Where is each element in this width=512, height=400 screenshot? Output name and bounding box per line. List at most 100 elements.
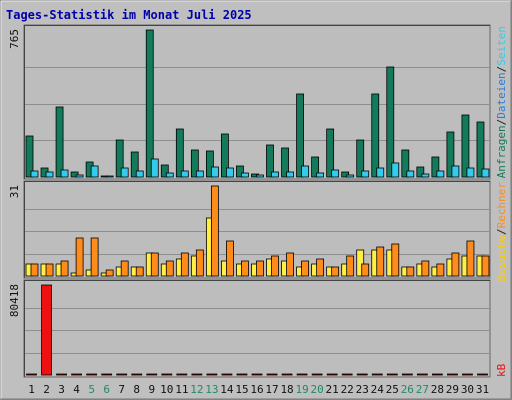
- legend-middle-item-0: Besuche: [495, 235, 508, 281]
- bar-top-anfragen-day-27: [416, 166, 425, 178]
- bar-top-dateien-day-14: [226, 167, 234, 178]
- bar-top-dateien-day-11: [180, 170, 189, 178]
- bar-bottom-kb-day-21: [326, 373, 338, 376]
- bar-middle-besuche-day-21: [331, 266, 340, 277]
- x-tick-label-1: 1: [28, 383, 35, 396]
- x-tick-label-12: 12: [190, 383, 203, 396]
- bar-bottom-kb-day-3: [56, 373, 67, 376]
- bar-top-anfragen-day-9: [145, 29, 154, 178]
- legend-bottom-item-0: kB: [495, 363, 508, 377]
- x-tick-label-2: 2: [43, 383, 50, 396]
- bar-top-anfragen-day-30: [461, 114, 470, 178]
- bar-middle-besuche-day-12: [195, 249, 204, 277]
- bar-top-anfragen-day-8: [130, 151, 139, 178]
- x-tick-label-25: 25: [386, 383, 399, 396]
- panel-bottom-ymax-label: 80418: [8, 284, 21, 317]
- bar-top-dateien-day-16: [256, 174, 264, 178]
- bar-top-anfragen-day-23: [356, 139, 365, 178]
- bar-top-anfragen-day-28: [431, 156, 440, 178]
- bar-bottom-kb-day-2: [41, 284, 52, 376]
- bar-top-anfragen-day-15: [236, 165, 244, 178]
- bar-top-dateien-day-4: [75, 174, 84, 178]
- bar-top-anfragen-day-13: [205, 150, 214, 178]
- bar-middle-besuche-day-28: [436, 263, 445, 277]
- x-tick-label-26: 26: [401, 383, 414, 396]
- x-tick-label-6: 6: [103, 383, 110, 396]
- bar-middle-besuche-day-1: [30, 263, 39, 277]
- x-tick-label-27: 27: [416, 383, 429, 396]
- x-tick-label-21: 21: [326, 383, 339, 396]
- bar-top-anfragen-day-31: [476, 121, 485, 178]
- panel-middle: 31: [8, 180, 491, 279]
- bar-middle-besuche-day-13: [210, 185, 219, 277]
- bar-top-dateien-day-20: [316, 172, 325, 178]
- bar-top-anfragen-day-26: [401, 149, 410, 178]
- bar-middle-besuche-day-6: [105, 269, 114, 277]
- bar-top-dateien-day-2: [45, 171, 54, 178]
- bar-bottom-kb-day-16: [251, 373, 263, 376]
- x-tick-label-8: 8: [133, 383, 140, 396]
- panel-middle-ymax-label: 31: [8, 185, 21, 198]
- x-tick-label-24: 24: [371, 383, 385, 396]
- bar-top-anfragen-day-3: [55, 106, 64, 178]
- bar-top-dateien-day-31: [481, 168, 490, 178]
- bar-top-dateien-day-28: [436, 170, 445, 178]
- bar-middle-besuche-day-4: [75, 237, 84, 277]
- bar-middle-besuche-day-30: [466, 240, 475, 277]
- bar-middle-besuche-day-18: [286, 252, 294, 277]
- bar-top-anfragen-day-4: [70, 171, 79, 178]
- bar-middle-besuche-day-9: [150, 252, 159, 277]
- bar-bottom-kb-day-20: [311, 373, 323, 376]
- bar-bottom-kb-day-15: [236, 373, 248, 376]
- bar-middle-besuche-day-2: [45, 263, 54, 277]
- bar-middle-besuche-day-16: [256, 260, 264, 277]
- bar-top-dateien-day-9: [150, 158, 159, 178]
- bar-middle-besuche-day-7: [120, 260, 129, 277]
- x-tick-label-5: 5: [88, 383, 95, 396]
- bar-middle-besuche-day-3: [60, 260, 69, 277]
- bar-top-anfragen-day-14: [221, 133, 229, 178]
- bar-bottom-kb-day-12: [191, 373, 203, 376]
- bar-bottom-kb-day-23: [356, 373, 368, 376]
- bar-middle-besuche-day-31: [481, 255, 490, 277]
- bar-top-anfragen-day-21: [326, 128, 335, 178]
- panel-bottom-plot-area: [23, 279, 491, 378]
- bar-top-dateien-day-5: [90, 165, 99, 178]
- x-tick-label-30: 30: [461, 383, 474, 396]
- x-tick-label-18: 18: [280, 383, 293, 396]
- x-tick-label-15: 15: [235, 383, 248, 396]
- panel-top: 765: [8, 24, 491, 180]
- x-tick-label-16: 16: [250, 383, 263, 396]
- x-tick-label-13: 13: [205, 383, 218, 396]
- bar-middle-besuche-day-15: [241, 260, 249, 277]
- bar-bottom-kb-day-26: [401, 373, 413, 376]
- bar-bottom-kb-day-29: [447, 373, 458, 376]
- bar-top-dateien-day-8: [135, 170, 144, 178]
- bar-middle-besuche-day-26: [406, 266, 415, 277]
- bar-top-dateien-day-29: [451, 165, 460, 178]
- bar-top-anfragen-day-19: [296, 93, 304, 178]
- bar-bottom-kb-day-8: [131, 373, 143, 376]
- bar-top-dateien-day-26: [406, 170, 415, 178]
- bar-top-dateien-day-24: [376, 167, 385, 178]
- legend-top-item-3: /: [495, 66, 508, 73]
- bar-middle-besuche-day-14: [226, 240, 234, 277]
- bar-bottom-kb-day-22: [341, 373, 353, 376]
- bar-top-anfragen-day-1: [25, 135, 34, 178]
- bar-top-dateien-day-13: [210, 166, 219, 178]
- bar-top-dateien-day-6: [105, 175, 114, 178]
- bar-top-anfragen-day-24: [371, 93, 380, 178]
- bar-top-dateien-day-7: [120, 167, 129, 178]
- x-tick-label-29: 29: [446, 383, 459, 396]
- bar-bottom-kb-day-28: [431, 373, 443, 376]
- legend-middle-item-2: Rechner: [495, 182, 508, 229]
- bar-middle-besuche-day-5: [90, 237, 99, 277]
- bar-top-anfragen-day-22: [341, 171, 350, 178]
- bar-bottom-kb-day-27: [416, 373, 428, 376]
- bar-bottom-kb-day-5: [86, 373, 98, 376]
- bar-top-anfragen-day-20: [311, 156, 320, 178]
- bar-bottom-kb-day-19: [296, 373, 308, 376]
- panel-bottom: 80418: [8, 279, 491, 378]
- bar-bottom-kb-day-30: [462, 373, 473, 376]
